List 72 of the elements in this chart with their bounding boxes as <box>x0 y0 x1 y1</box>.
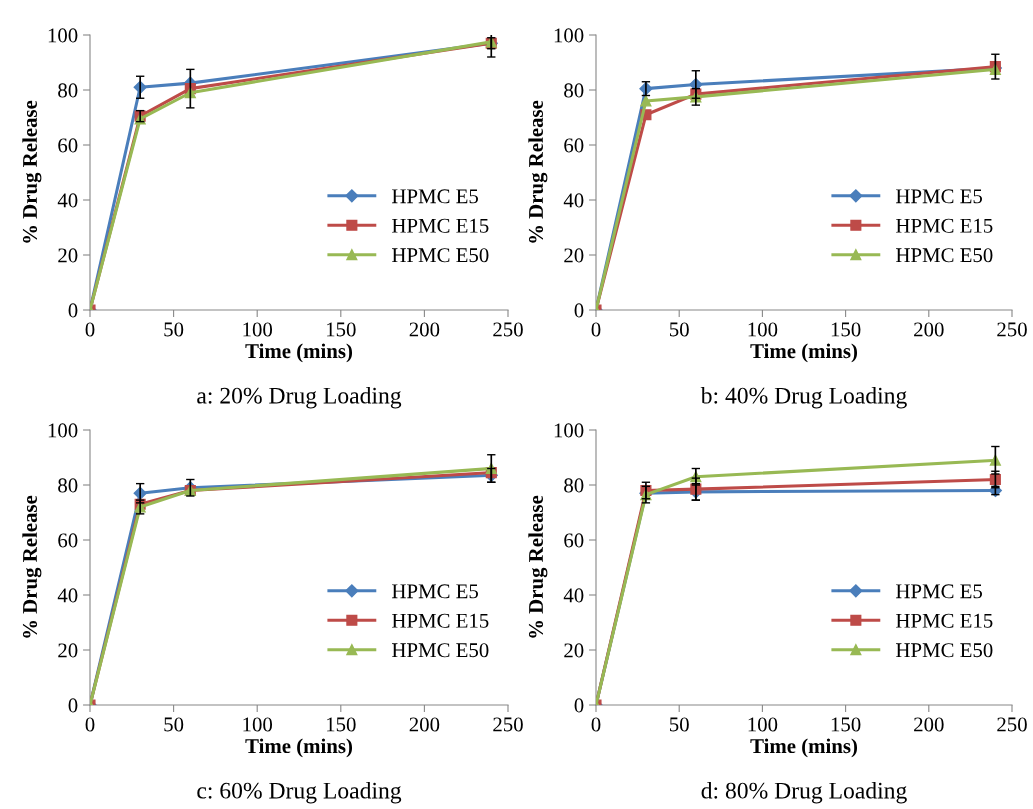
y-tick-label: 20 <box>58 248 78 263</box>
y-axis-title: % Drug Release <box>22 495 42 638</box>
y-axis-title: % Drug Release <box>528 100 548 243</box>
legend-label: HPMC E5 <box>392 584 479 599</box>
x-tick-label: 250 <box>493 717 523 732</box>
legend-label: HPMC E15 <box>896 218 993 233</box>
y-tick-label: 80 <box>58 478 78 493</box>
y-tick-label: 80 <box>58 83 78 98</box>
y-tick-label: 80 <box>564 478 584 493</box>
x-tick-label: 150 <box>831 322 861 337</box>
x-tick-label: 0 <box>85 717 95 732</box>
y-tick-label: 0 <box>68 698 78 713</box>
y-tick-label: 60 <box>564 533 584 548</box>
legend-label: HPMC E5 <box>896 189 983 204</box>
x-tick-label: 100 <box>243 717 273 732</box>
text: b: 40% Drug Loading <box>700 387 907 409</box>
y-tick-label: 40 <box>563 193 584 208</box>
legend-label: HPMC E50 <box>896 643 993 658</box>
y-tick-label: 0 <box>68 303 78 318</box>
legend-label: HPMC E15 <box>896 613 993 628</box>
x-tick-label: 50 <box>164 717 184 732</box>
y-tick-label: 40 <box>57 588 78 603</box>
x-tick-label: 200 <box>914 717 944 732</box>
y-tick-label: 100 <box>554 423 584 438</box>
y-tick-label: 80 <box>564 83 584 98</box>
x-tick-label: 250 <box>997 717 1027 732</box>
x-axis-title: Time (mins) <box>245 343 353 363</box>
y-tick-label: 60 <box>58 138 78 153</box>
y-tick-label: 60 <box>564 138 584 153</box>
x-tick-label: 100 <box>243 322 273 337</box>
legend-label: HPMC E5 <box>896 584 983 599</box>
legend-label: HPMC E50 <box>392 643 489 658</box>
legend-label: HPMC E5 <box>392 189 479 204</box>
y-tick-label: 20 <box>58 643 78 658</box>
text: a: 20% Drug Loading <box>197 387 402 409</box>
x-axis-title: Time (mins) <box>750 738 858 758</box>
x-tick-label: 250 <box>997 322 1027 337</box>
x-tick-label: 200 <box>914 322 944 337</box>
x-tick-label: 150 <box>327 322 356 337</box>
x-tick-label: 0 <box>591 717 601 732</box>
x-tick-label: 100 <box>748 322 778 337</box>
x-tick-label: 100 <box>748 717 778 732</box>
x-tick-label: 200 <box>409 322 440 337</box>
y-tick-label: 20 <box>564 248 584 263</box>
y-tick-label: 0 <box>574 698 584 713</box>
legend-label: HPMC E50 <box>896 248 993 263</box>
y-tick-label: 20 <box>564 643 584 658</box>
text: d: 80% Drug Loading <box>701 782 907 804</box>
x-axis-title: Time (mins) <box>245 738 353 758</box>
legend-label: HPMC E15 <box>392 218 489 233</box>
legend-label: HPMC E15 <box>392 613 489 628</box>
x-tick-label: 200 <box>409 717 440 732</box>
y-tick-label: 40 <box>563 588 584 603</box>
x-tick-label: 50 <box>669 717 689 732</box>
y-tick-label: 40 <box>57 193 78 208</box>
y-tick-label: 100 <box>48 28 78 43</box>
y-axis-title: % Drug Release <box>22 100 42 243</box>
legend-label: HPMC E50 <box>392 248 489 263</box>
y-tick-label: 0 <box>574 303 584 318</box>
x-tick-label: 150 <box>327 717 356 732</box>
y-tick-label: 60 <box>58 533 78 548</box>
x-tick-label: 250 <box>493 322 523 337</box>
x-tick-label: 0 <box>591 322 601 337</box>
y-axis-title: % Drug Release <box>528 495 548 638</box>
text: c: 60% Drug Loading <box>197 782 402 804</box>
x-tick-label: 150 <box>831 717 861 732</box>
y-tick-label: 100 <box>48 423 78 438</box>
x-tick-label: 0 <box>85 322 95 337</box>
x-tick-label: 50 <box>669 322 689 337</box>
x-tick-label: 50 <box>164 322 184 337</box>
y-tick-label: 100 <box>554 28 584 43</box>
x-axis-title: Time (mins) <box>750 343 858 363</box>
